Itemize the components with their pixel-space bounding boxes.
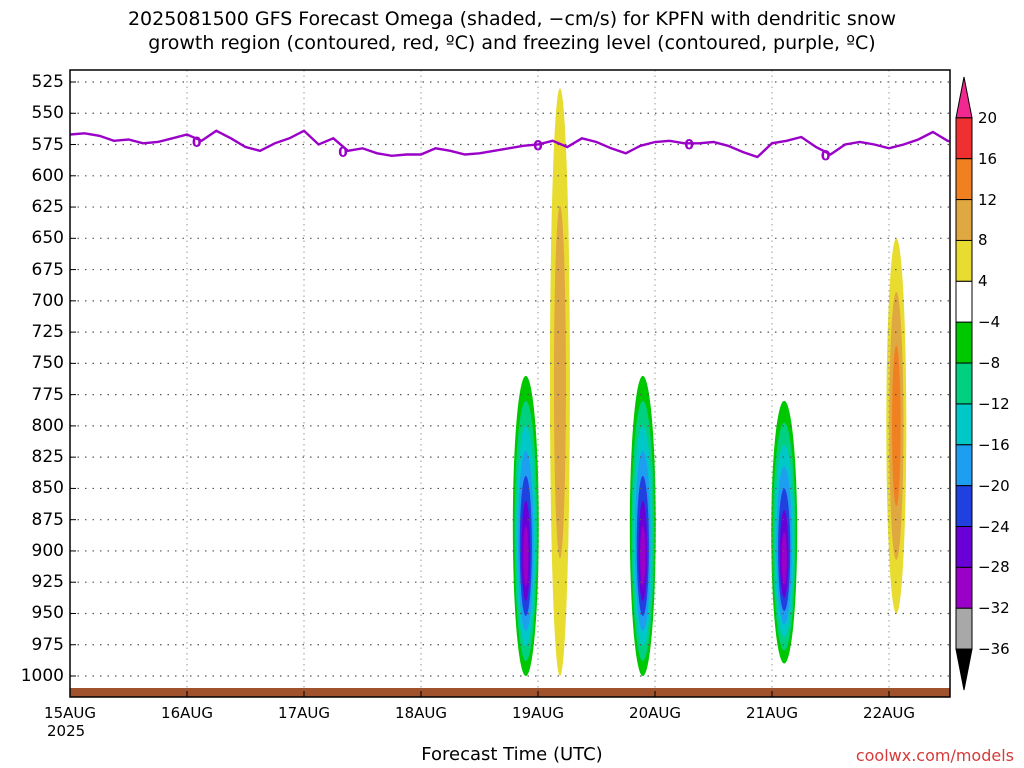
omega-cell-2: [629, 375, 656, 676]
omega-band: [781, 532, 787, 585]
colorbar-tick-label: −32: [978, 599, 1010, 618]
y-tick-label: 525: [31, 72, 64, 92]
y-tick-label: 550: [31, 103, 64, 124]
y-tick-label: 900: [31, 540, 64, 561]
year-label: 2025: [47, 722, 86, 740]
colorbar-tick-label: 20: [978, 108, 998, 127]
y-tick-label: 975: [31, 634, 64, 655]
x-tick-label: 15AUG: [44, 704, 96, 722]
credit-text: coolwx.com/models: [855, 746, 1014, 765]
colorbar-tick-label: 16: [978, 149, 998, 168]
omega-cell-0: [512, 375, 539, 676]
y-tick-label: 925: [31, 572, 64, 593]
colorbar-band: [955, 485, 973, 528]
colorbar-tick-label: −28: [978, 558, 1010, 577]
x-tick-label: 21AUG: [746, 704, 798, 722]
y-tick-label: 800: [31, 415, 64, 436]
colorbar-tick-label: 4: [978, 272, 988, 291]
y-tick-label: 1000: [20, 666, 64, 686]
omega-cell-3: [771, 400, 798, 664]
freezing-level-label: 0: [338, 145, 348, 161]
colorbar-band: [955, 444, 973, 487]
x-tick-label: 19AUG: [512, 704, 564, 722]
y-tick-label: 625: [31, 197, 64, 218]
y-tick-label: 675: [31, 259, 64, 280]
colorbar-top-arrow: [955, 76, 973, 119]
omega-band: [553, 205, 566, 559]
colorbar-tick-label: 8: [978, 231, 988, 250]
colorbar-tick-label: −24: [978, 517, 1010, 536]
y-tick-label: 725: [31, 322, 64, 343]
chart-title-line-2: growth region (contoured, red, ºC) and f…: [148, 32, 876, 54]
omega-band: [640, 525, 646, 586]
freezing-level-label: 0: [192, 135, 202, 151]
colorbar-bottom-arrow: [955, 648, 973, 691]
y-tick-label: 950: [31, 603, 64, 624]
colorbar-tick-label: −12: [978, 394, 1010, 413]
colorbar-band: [955, 566, 973, 609]
x-tick-label: 16AUG: [161, 704, 213, 722]
colorbar-tick-label: −20: [978, 476, 1010, 495]
colorbar-band: [955, 526, 973, 568]
colorbar: [955, 76, 973, 691]
colorbar-band: [955, 607, 973, 650]
colorbar-band: [955, 362, 973, 405]
y-tick-label: 700: [31, 290, 64, 311]
freezing-level-label: 0: [821, 149, 831, 165]
colorbar-tick-label: −36: [978, 640, 1010, 659]
colorbar-tick-label: −16: [978, 435, 1010, 454]
x-tick-label: 22AUG: [863, 704, 915, 722]
y-tick-label: 650: [31, 228, 64, 249]
omega-cell-1: [549, 88, 570, 676]
chart-title-line-1: 2025081500 GFS Forecast Omega (shaded, −…: [127, 8, 897, 30]
colorbar-band: [955, 117, 973, 160]
colorbar-band: [955, 199, 973, 241]
freezing-level-label: 0: [684, 137, 694, 153]
colorbar-band: [955, 280, 973, 323]
grid-lines: [70, 70, 950, 697]
plot-frame: [69, 69, 951, 698]
y-tick-label: 750: [31, 353, 64, 374]
y-tick-label: 600: [31, 165, 64, 186]
colorbar-tick-label: 12: [978, 190, 998, 209]
x-tick-label: 18AUG: [395, 704, 447, 722]
colorbar-band: [955, 158, 973, 201]
plot-background: [70, 70, 950, 697]
y-tick-label: 875: [31, 509, 64, 530]
freezing-level-line: [70, 129, 950, 159]
terrain-strip: [70, 688, 950, 697]
colorbar-band: [955, 321, 973, 364]
omega-band: [523, 525, 529, 586]
x-tick-label: 20AUG: [629, 704, 681, 722]
y-tick-label: 825: [31, 447, 64, 468]
y-tick-label: 850: [31, 478, 64, 499]
x-axis-label: Forecast Time (UTC): [421, 744, 603, 765]
colorbar-tick-label: −8: [978, 354, 1001, 373]
colorbar-band: [955, 239, 973, 282]
colorbar-band: [955, 403, 973, 446]
y-tick-label: 775: [31, 384, 64, 405]
plot-body: 0 0 0 0 0: [70, 70, 950, 697]
x-tick-label: 17AUG: [278, 704, 330, 722]
y-tick-label: 575: [31, 134, 64, 155]
freezing-level-label: 0: [533, 139, 543, 155]
colorbar-tick-label: −4: [978, 313, 1001, 332]
